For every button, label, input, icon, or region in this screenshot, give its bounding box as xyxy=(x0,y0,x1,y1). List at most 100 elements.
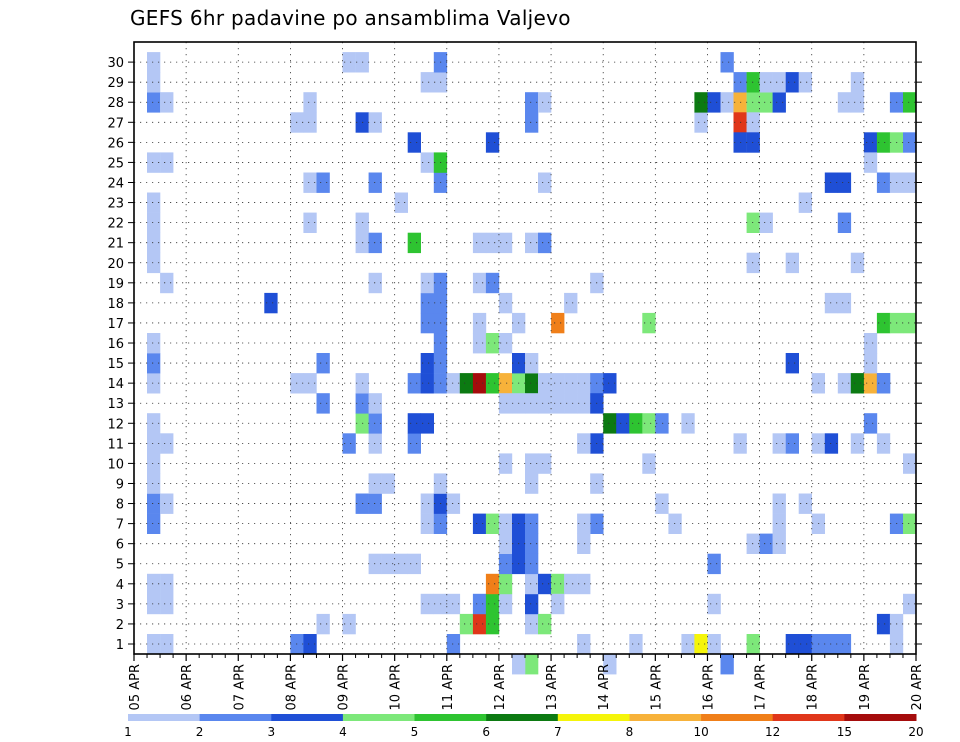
heatmap-cell xyxy=(368,493,382,514)
heatmap-cell xyxy=(746,533,760,554)
heatmap-cell xyxy=(903,453,917,474)
heatmap-cell xyxy=(759,92,773,113)
heatmap-cell xyxy=(485,272,500,294)
heatmap-cell xyxy=(603,373,617,394)
heatmap-cell xyxy=(303,112,317,133)
heatmap-cell xyxy=(551,312,565,334)
colorbar-segment xyxy=(844,714,917,721)
heatmap-cell xyxy=(368,172,382,193)
heatmap-cell xyxy=(498,292,513,314)
colorbar-label: 6 xyxy=(482,725,490,739)
heatmap-cell xyxy=(368,473,382,494)
heatmap-cell xyxy=(368,413,382,434)
heatmap-cell xyxy=(798,634,812,655)
heatmap-cell xyxy=(342,433,356,454)
heatmap-cell xyxy=(316,353,330,374)
heatmap-cell xyxy=(538,613,552,635)
heatmap-cell xyxy=(824,292,839,314)
heatmap-cell xyxy=(160,272,174,294)
heatmap-cell xyxy=(577,634,591,655)
heatmap-cell xyxy=(824,172,839,193)
heatmap-cell xyxy=(564,292,578,314)
heatmap-cell xyxy=(459,373,474,394)
heatmap-cell xyxy=(303,92,317,113)
colorbar-label: 2 xyxy=(196,725,204,739)
heatmap-cell xyxy=(303,634,317,655)
heatmap-cell xyxy=(407,132,421,153)
colorbar-label: 4 xyxy=(339,725,347,739)
heatmap-cell xyxy=(772,533,786,554)
heatmap-cell xyxy=(407,373,421,394)
heatmap-cell xyxy=(577,573,591,595)
heatmap-cell xyxy=(394,553,408,575)
x-tick-label: 18 APR xyxy=(806,664,821,710)
y-tick-label: 21 xyxy=(107,237,124,252)
x-tick-label: 14 APR xyxy=(597,664,612,710)
heatmap-cell xyxy=(837,373,852,394)
heatmap-cell xyxy=(785,433,799,454)
heatmap-cell xyxy=(603,413,617,434)
heatmap-cell xyxy=(420,513,434,534)
x-tick-label: 11 APR xyxy=(441,664,456,710)
y-tick-label: 25 xyxy=(107,156,124,171)
heatmap-cell xyxy=(147,333,161,354)
heatmap-cell xyxy=(446,493,461,514)
heatmap-cell xyxy=(368,553,382,575)
heatmap-cell xyxy=(655,413,669,434)
colorbar-segment xyxy=(701,714,774,721)
heatmap-cell xyxy=(498,333,513,354)
heatmap-cell xyxy=(147,573,161,595)
colorbar-label: 5 xyxy=(411,725,419,739)
heatmap-cell xyxy=(420,413,434,434)
heatmap-cell xyxy=(420,593,434,615)
heatmap-cell xyxy=(525,393,539,414)
heatmap-cell xyxy=(147,52,161,73)
colorbar-segment xyxy=(271,714,344,721)
heatmap-cell xyxy=(525,453,539,474)
x-tick-label: 16 APR xyxy=(701,664,716,710)
heatmap-cell xyxy=(472,333,487,354)
heatmap-cell xyxy=(876,172,891,193)
heatmap-cell xyxy=(459,613,474,635)
heatmap-cell xyxy=(746,132,760,153)
heatmap-cell xyxy=(785,634,799,655)
y-tick-label: 13 xyxy=(107,397,124,412)
colorbar-label: 20 xyxy=(908,725,923,739)
x-tick-label: 17 APR xyxy=(754,664,769,710)
x-tick-label: 08 APR xyxy=(284,664,299,710)
heatmap-cell xyxy=(525,112,539,133)
heatmap-cell xyxy=(759,533,773,554)
y-tick-label: 12 xyxy=(107,417,124,432)
heatmap-cell xyxy=(368,232,382,254)
heatmap-cell xyxy=(798,192,812,213)
heatmap-cell xyxy=(837,92,852,113)
heatmap-cell xyxy=(368,272,382,294)
y-tick-label: 23 xyxy=(107,197,124,212)
heatmap-cell xyxy=(772,92,786,113)
heatmap-cell xyxy=(472,312,487,334)
y-tick-label: 11 xyxy=(107,437,124,452)
y-tick-label: 6 xyxy=(116,538,124,553)
x-tick-label: 12 APR xyxy=(493,664,508,710)
heatmap-cell xyxy=(863,373,878,394)
heatmap-cell xyxy=(850,92,865,113)
heatmap-cell xyxy=(147,433,161,454)
heatmap-cell xyxy=(498,453,513,474)
heatmap-cell xyxy=(746,112,760,133)
colorbar-label: 8 xyxy=(626,725,634,739)
heatmap-cell xyxy=(420,353,434,374)
y-tick-label: 20 xyxy=(107,257,124,272)
heatmap-cell xyxy=(772,513,786,534)
heatmap-cell xyxy=(525,513,539,534)
heatmap-cell xyxy=(798,72,812,93)
heatmap-cell xyxy=(746,92,760,113)
colorbar-label: 3 xyxy=(267,725,275,739)
heatmap-cell xyxy=(446,593,461,615)
heatmap-cell xyxy=(303,212,317,233)
heatmap-cell xyxy=(147,634,161,655)
heatmap-cell xyxy=(147,413,161,434)
heatmap-cell xyxy=(316,172,330,193)
y-tick-label: 26 xyxy=(107,136,124,151)
y-tick-label: 17 xyxy=(107,317,124,332)
